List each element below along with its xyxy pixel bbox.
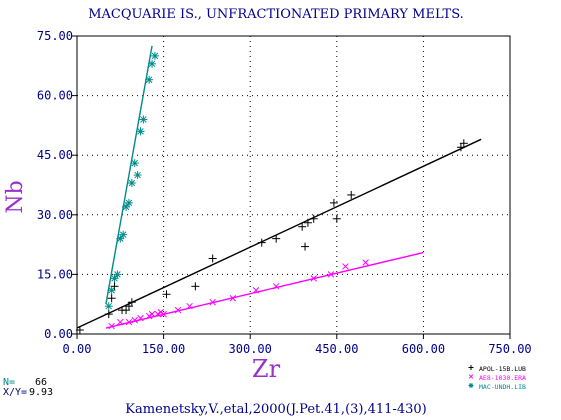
y-tick-label: 75.00 <box>37 29 73 43</box>
x-axis-label: Zr <box>252 355 281 383</box>
data-point <box>139 115 148 124</box>
ticks: 0.00 150.00 300.00 450.00 600.00 750.00 0.00 15… <box>37 29 532 356</box>
grid <box>77 36 510 334</box>
data-point <box>272 234 281 243</box>
data-point <box>459 139 468 148</box>
data-point <box>107 294 116 303</box>
data-point <box>148 310 156 318</box>
y-tick-label: 30.00 <box>37 208 73 222</box>
legend-entry: APOL-15B.LUB <box>479 365 526 373</box>
data-point <box>124 198 133 207</box>
x-tick-label: 450.00 <box>315 342 358 356</box>
data-point <box>127 179 136 188</box>
legend-marker <box>468 365 474 370</box>
chart-title: MACQUARIE IS., UNFRACTIONATED PRIMARY ME… <box>88 7 464 22</box>
data-point <box>327 271 335 278</box>
legend-entry: MAC-UNDH.LIB <box>479 383 526 391</box>
citation: Kamenetsky,V.,etal,2000(J.Pet.41,(3),411… <box>125 402 426 417</box>
y-tick-label: 15.00 <box>37 267 73 281</box>
data-point <box>303 218 312 227</box>
data-point <box>342 263 349 270</box>
data-point <box>136 127 145 136</box>
data-point <box>119 230 128 239</box>
plot-frame <box>76 35 511 335</box>
trend-lines <box>76 45 482 329</box>
data-point <box>145 312 153 320</box>
data-point <box>362 259 369 266</box>
n-value: 66 <box>35 377 47 388</box>
data-point <box>332 214 341 223</box>
data-point <box>127 298 136 307</box>
x-tick-label: 750.00 <box>488 342 531 356</box>
data-point <box>191 282 200 291</box>
data-point <box>150 51 159 60</box>
data-point <box>301 242 310 251</box>
y-tick-label: 0.00 <box>44 327 73 341</box>
data-point <box>329 198 338 207</box>
data-point <box>104 302 113 311</box>
xy-label: X/Y= <box>3 387 27 398</box>
x-tick-label: 150.00 <box>142 342 185 356</box>
data-point <box>113 270 122 279</box>
data-point <box>145 75 154 84</box>
data-point <box>116 234 125 243</box>
data-point <box>309 214 318 223</box>
data-point <box>310 275 317 282</box>
trend-line <box>105 45 153 305</box>
data-point <box>208 254 217 263</box>
data-point <box>122 202 131 211</box>
data-point <box>252 287 260 294</box>
xy-value: 9.93 <box>29 387 53 398</box>
data-point <box>133 171 142 180</box>
y-tick-label: 60.00 <box>37 89 73 103</box>
data-point <box>186 302 193 310</box>
data-point <box>347 190 356 199</box>
data-point <box>157 308 164 316</box>
n-label: N= <box>3 377 15 388</box>
data-point <box>125 318 133 326</box>
data-point <box>148 59 157 68</box>
data-point <box>160 310 167 318</box>
data-point <box>154 310 162 318</box>
data-point <box>108 322 115 330</box>
data-point <box>107 286 116 295</box>
data-point <box>298 222 307 231</box>
data-point <box>117 318 124 326</box>
data-point <box>257 238 266 247</box>
data-point <box>162 290 171 299</box>
data-point <box>209 298 216 306</box>
legend-marker <box>468 374 474 379</box>
data-point <box>104 310 113 319</box>
x-tick-label: 0.00 <box>63 342 92 356</box>
legend-entry: AE8-1030.ERA <box>479 374 526 382</box>
trend-line <box>76 138 482 329</box>
trend-line <box>105 251 424 329</box>
y-tick-label: 45.00 <box>37 148 73 162</box>
data-point <box>174 306 182 314</box>
y-axis-label: Nb <box>3 180 28 213</box>
data-point <box>130 159 139 168</box>
data-point <box>229 295 237 302</box>
legend-marker <box>468 383 474 388</box>
data-point <box>272 283 280 290</box>
data-point <box>131 316 138 324</box>
data-point <box>137 314 144 322</box>
x-tick-label: 600.00 <box>402 342 445 356</box>
data-point <box>75 326 84 335</box>
data-points <box>75 51 468 335</box>
x-tick-label: 300.00 <box>229 342 272 356</box>
